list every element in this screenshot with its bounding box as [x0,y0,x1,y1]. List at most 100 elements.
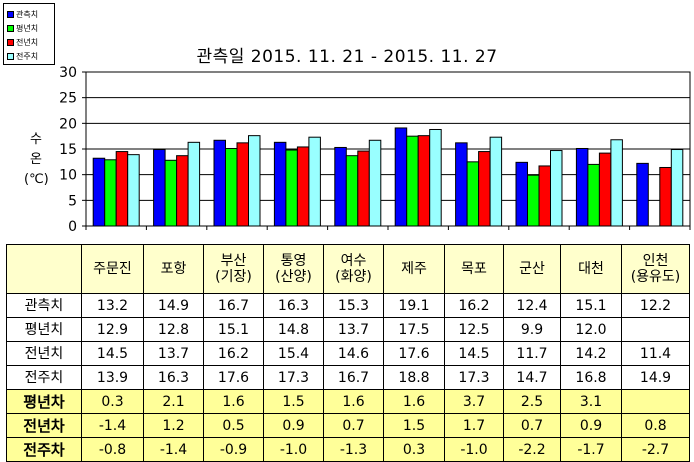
table-cell: 12.9 [81,317,144,342]
table-cell: -1.0 [263,437,324,462]
table-cell: 9.9 [503,317,561,342]
column-header: 제주 [383,244,445,294]
table-row: 전년차 -1.4 1.2 0.5 0.9 0.7 1.5 1.7 0.7 0.9 0.8 [6,413,690,438]
bar [236,142,249,227]
table-cell [621,317,690,342]
table-row: 평년치 12.9 12.8 15.1 14.8 13.7 17.5 12.5 9.9 12.0 [6,317,690,342]
legend-swatch [7,38,14,46]
column-header: 포항 [143,244,204,294]
column-header: 인천 (용유도) [621,244,690,294]
table-cell: 13.9 [81,365,144,390]
table-cell: 0.9 [263,413,324,438]
bar [466,161,480,227]
legend-label: 관측치 [16,9,39,19]
table-cell: 17.6 [203,365,264,390]
table-cell: 17.6 [383,341,445,366]
bar [334,146,347,227]
legend-label: 평년치 [16,23,39,33]
table-corner-cell [6,244,82,294]
table-cell: 0.8 [621,413,690,438]
row-label: 전주차 [6,437,82,462]
table-cell: 2.5 [503,389,561,414]
bar [394,127,408,227]
table-cell: 16.7 [203,293,264,318]
chart-canvas: 0 5 10 15 20 25 30 [59,65,691,235]
legend-item: 관측치 [7,7,54,21]
bar [550,150,563,227]
table-cell: -0.9 [203,437,264,462]
bar [92,157,106,227]
y-tick-label: 10 [59,168,77,184]
table-cell: 12.4 [503,293,561,318]
table-cell: 1.5 [383,413,445,438]
legend-swatch [7,52,14,60]
table-cell: 0.7 [503,413,561,438]
bar [176,155,189,227]
table-cell [621,389,690,414]
bar [527,174,540,227]
table-cell: 16.8 [560,365,622,390]
table-cell: 16.7 [323,365,384,390]
table-cell: 15.1 [560,293,622,318]
column-header: 대천 [560,244,622,294]
table-cell: -2.2 [503,437,561,462]
chart-title: 관측일 2015. 11. 21 - 2015. 11. 27 [196,47,498,67]
table-cell: 14.9 [143,293,204,318]
row-label: 평년차 [6,389,82,414]
table-cell: 14.8 [263,317,324,342]
table-cell: 14.5 [81,341,144,366]
bar [478,151,491,227]
table-cell: 11.7 [503,341,561,366]
y-tick-label: 15 [59,142,77,158]
column-header: 목포 [444,244,504,294]
table-cell: 11.4 [621,341,690,366]
bar [308,136,321,227]
table-cell: 1.6 [323,389,384,414]
bar [659,166,672,227]
bar [575,147,589,227]
y-axis-label-line: (℃) [24,172,49,187]
row-label: 전주치 [6,365,82,390]
table-cell: 16.2 [203,341,264,366]
table-cell: 12.0 [560,317,622,342]
bar [598,152,612,227]
y-tick-label: 25 [59,91,77,107]
legend-label: 전주치 [16,51,39,61]
table-cell: 1.6 [203,389,264,414]
table-row: 전주차 -0.8 -1.4 -0.9 -1.0 -1.3 0.3 -1.0 -2.2 -1.7 -2… [6,437,690,462]
bar [153,149,166,227]
legend-item: 전주치 [7,49,54,63]
table-cell: 12.8 [143,317,204,342]
table-cell: 14.9 [621,365,690,390]
bar [368,139,382,227]
table-cell: -1.4 [81,413,144,438]
table-cell: -1.0 [444,437,504,462]
column-header: 군산 [503,244,561,294]
row-label: 전년치 [6,341,82,366]
row-label: 관측치 [6,293,82,318]
row-label: 평년치 [6,317,82,342]
table-cell: 12.2 [621,293,690,318]
bar [538,165,551,227]
y-tick-label: 20 [59,116,77,132]
table-cell: -2.7 [621,437,690,462]
legend-item: 평년치 [7,21,54,35]
bar [248,135,261,227]
legend-item: 전년치 [7,35,54,49]
y-tick-label: 5 [68,193,77,209]
table-cell: 15.3 [323,293,384,318]
table-cell: 14.5 [444,341,504,366]
table-cell: 16.2 [444,293,504,318]
bar [429,128,442,227]
table-cell: 14.7 [503,365,561,390]
bar [115,151,129,227]
bar [345,155,359,227]
table-cell: 13.7 [143,341,204,366]
bar [213,139,226,227]
legend-label: 전년치 [16,37,39,47]
legend-swatch [7,24,14,32]
chart-legend: 관측치 평년치 전년치 전주치 [3,3,55,65]
table-cell: 16.3 [263,293,324,318]
table-cell: 1.6 [383,389,445,414]
table-cell: 1.5 [263,389,324,414]
